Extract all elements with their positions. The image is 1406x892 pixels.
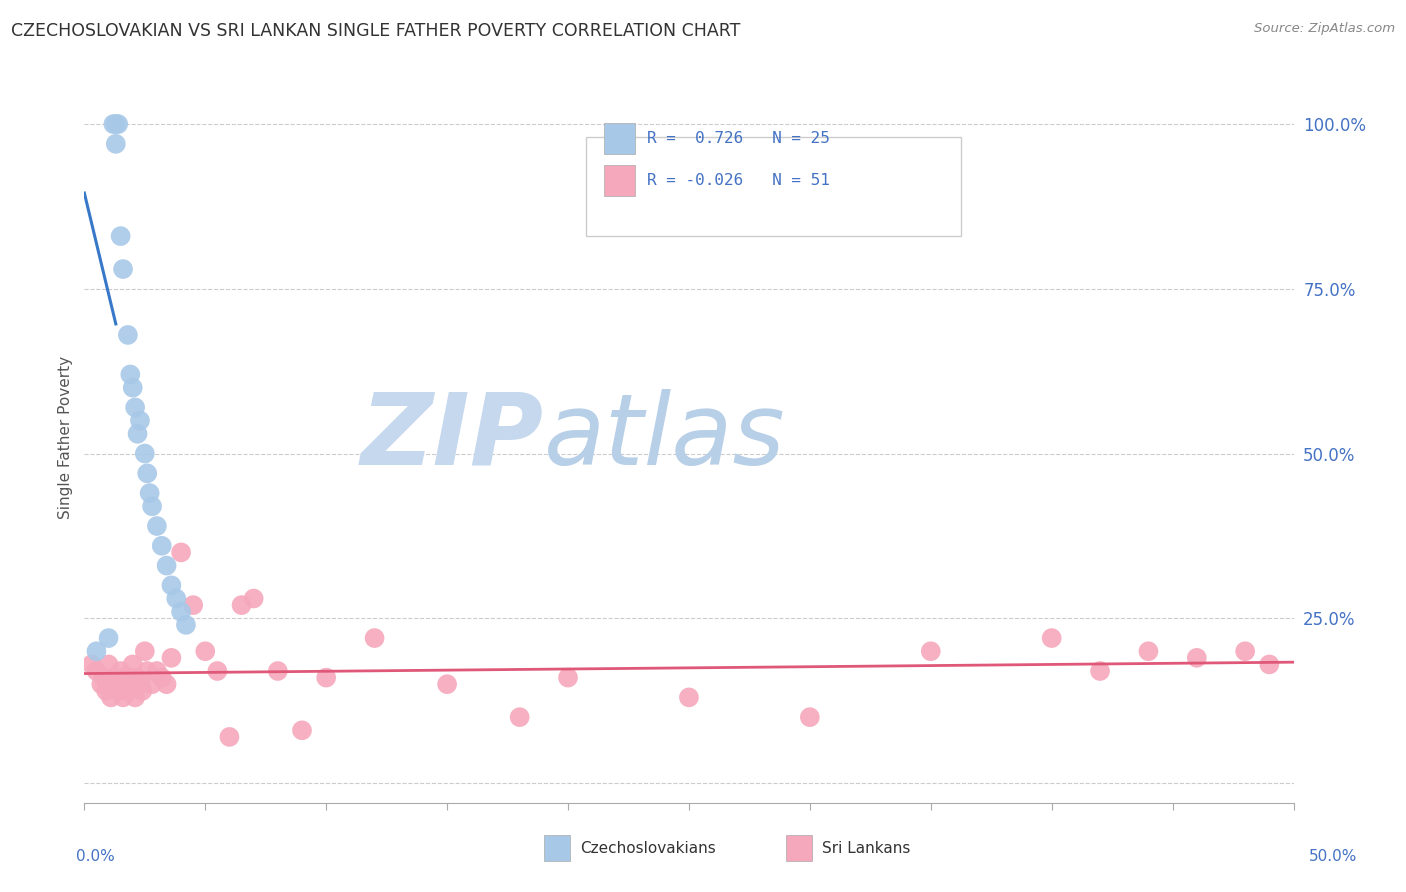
Point xyxy=(110,664,132,678)
Point xyxy=(174,618,197,632)
Point xyxy=(1040,631,1063,645)
Text: 50.0%: 50.0% xyxy=(1309,849,1357,863)
Point xyxy=(127,426,149,441)
Point xyxy=(146,664,169,678)
Y-axis label: Single Father Poverty: Single Father Poverty xyxy=(58,356,73,518)
Point xyxy=(242,591,264,606)
Point xyxy=(121,381,143,395)
Point xyxy=(155,558,177,573)
Point xyxy=(100,690,122,705)
Point xyxy=(134,644,156,658)
Point xyxy=(112,690,135,705)
Point xyxy=(107,683,129,698)
Point xyxy=(170,545,193,559)
Point xyxy=(315,671,337,685)
Point xyxy=(141,677,163,691)
Point xyxy=(363,631,385,645)
Point xyxy=(112,262,135,277)
Point xyxy=(103,117,125,131)
Point xyxy=(170,605,193,619)
Point xyxy=(160,578,183,592)
Point xyxy=(86,664,108,678)
Point xyxy=(1137,644,1160,658)
Point xyxy=(124,690,146,705)
Text: ZIP: ZIP xyxy=(361,389,544,485)
Point xyxy=(86,644,108,658)
Point xyxy=(1088,664,1111,678)
Point xyxy=(231,598,253,612)
Text: R = -0.026   N = 51: R = -0.026 N = 51 xyxy=(647,173,830,188)
Point xyxy=(117,683,139,698)
Point xyxy=(103,671,125,685)
Point xyxy=(920,644,942,658)
Point xyxy=(799,710,821,724)
Point xyxy=(134,446,156,460)
Point xyxy=(107,117,129,131)
Point xyxy=(131,683,153,698)
Text: R =  0.726   N = 25: R = 0.726 N = 25 xyxy=(647,131,830,146)
Point xyxy=(124,401,146,415)
Point xyxy=(110,229,132,244)
Text: 0.0%: 0.0% xyxy=(76,849,115,863)
Point xyxy=(138,486,160,500)
FancyBboxPatch shape xyxy=(586,137,962,235)
Point xyxy=(136,664,159,678)
Point xyxy=(291,723,314,738)
Point xyxy=(97,631,120,645)
FancyBboxPatch shape xyxy=(786,835,813,862)
Point xyxy=(114,677,136,691)
Point xyxy=(121,657,143,672)
Point xyxy=(97,657,120,672)
Point xyxy=(129,677,152,691)
Point xyxy=(94,683,117,698)
Point xyxy=(1258,657,1281,672)
Point xyxy=(218,730,240,744)
Point xyxy=(678,690,700,705)
Point xyxy=(129,414,152,428)
Point xyxy=(509,710,531,724)
Point xyxy=(150,671,173,685)
Point xyxy=(557,671,579,685)
Point xyxy=(267,664,290,678)
FancyBboxPatch shape xyxy=(605,123,634,154)
Point xyxy=(104,677,127,691)
Point xyxy=(93,671,115,685)
Point xyxy=(160,650,183,665)
Text: Czechoslovakians: Czechoslovakians xyxy=(581,840,716,855)
Point xyxy=(120,671,142,685)
Point xyxy=(104,117,127,131)
Point xyxy=(1234,644,1257,658)
Point xyxy=(150,539,173,553)
Text: Source: ZipAtlas.com: Source: ZipAtlas.com xyxy=(1254,22,1395,36)
Text: Sri Lankans: Sri Lankans xyxy=(823,840,910,855)
Point xyxy=(165,591,187,606)
Point xyxy=(117,327,139,342)
Point xyxy=(194,644,217,658)
Point xyxy=(1185,650,1208,665)
Text: CZECHOSLOVAKIAN VS SRI LANKAN SINGLE FATHER POVERTY CORRELATION CHART: CZECHOSLOVAKIAN VS SRI LANKAN SINGLE FAT… xyxy=(11,22,741,40)
Text: atlas: atlas xyxy=(544,389,786,485)
FancyBboxPatch shape xyxy=(544,835,571,862)
Point xyxy=(436,677,458,691)
Point xyxy=(141,500,163,514)
Point xyxy=(155,677,177,691)
Point xyxy=(146,519,169,533)
FancyBboxPatch shape xyxy=(605,165,634,195)
Point xyxy=(120,368,142,382)
Point xyxy=(127,671,149,685)
Point xyxy=(90,677,112,691)
Point xyxy=(112,671,135,685)
Point xyxy=(80,657,103,672)
Point xyxy=(207,664,229,678)
Point xyxy=(181,598,204,612)
Point xyxy=(104,136,127,151)
Point xyxy=(136,467,159,481)
